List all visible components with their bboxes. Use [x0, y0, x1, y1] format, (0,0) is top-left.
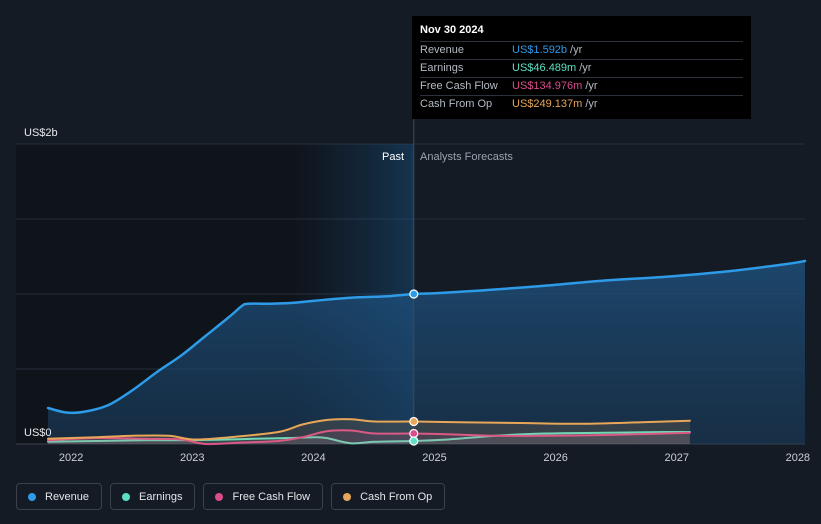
legend-label: Earnings	[139, 490, 183, 503]
free-cash-flow-line	[47, 429, 691, 446]
x-tick-label: 2023	[180, 452, 204, 464]
legend-item-revenue[interactable]: Revenue	[16, 483, 103, 510]
tooltip-row-earnings: Earnings US$46.489m /yr	[420, 59, 743, 77]
tooltip-row-label: Cash From Op	[420, 98, 493, 110]
tooltip-row-label: Revenue	[420, 44, 465, 56]
free-cash-flow-area	[48, 430, 690, 445]
tooltip-row-label: Earnings	[420, 62, 464, 74]
tooltip-row-value: US$134.976m	[512, 80, 583, 92]
legend-label: Free Cash Flow	[232, 490, 311, 503]
series-layer	[46, 259, 807, 446]
past-label: Past	[382, 151, 404, 163]
chart-legend: Revenue Earnings Free Cash Flow Cash Fro…	[16, 483, 446, 510]
revenue-area	[48, 261, 805, 444]
tooltip-row-label: Free Cash Flow	[420, 80, 498, 92]
tooltip-row-value: US$46.489m	[512, 62, 577, 74]
cash-from-op-area	[48, 419, 690, 444]
cash-from-op-marker	[409, 416, 419, 427]
tooltip-row-cash-from-op: Cash From Op US$249.137m /yr	[420, 95, 743, 113]
tooltip-row-value: US$1.592b	[512, 44, 568, 56]
revenue-marker	[409, 289, 419, 299]
y-axis-bottom-label: US$0	[24, 427, 52, 439]
y-axis-top-label: US$2b	[24, 127, 58, 139]
tooltip-row-free-cash-flow: Free Cash Flow US$134.976m /yr	[420, 77, 743, 95]
tooltip-row-revenue: Revenue US$1.592b /yr	[420, 41, 743, 59]
legend-item-free-cash-flow[interactable]: Free Cash Flow	[203, 483, 324, 510]
free-cash-flow-marker	[409, 428, 419, 439]
tooltip-row-unit: /yr	[585, 80, 598, 92]
legend-dot-icon	[28, 492, 36, 501]
x-axis-ticks: 2022 2023 2024 2025 2026 2027 2028	[59, 452, 810, 464]
legend-item-earnings[interactable]: Earnings	[110, 483, 196, 510]
legend-item-cash-from-op[interactable]: Cash From Op	[331, 483, 446, 510]
tooltip-row-unit: /yr	[579, 62, 592, 74]
earnings-marker	[409, 436, 419, 446]
forecast-label: Analysts Forecasts	[420, 151, 513, 163]
cash-from-op-line	[47, 418, 691, 441]
x-tick-label: 2028	[786, 452, 810, 464]
legend-dot-icon	[215, 492, 224, 501]
x-tick-label: 2025	[422, 452, 446, 464]
x-tick-label: 2027	[664, 452, 688, 464]
revenue-line	[46, 259, 807, 415]
x-tick-label: 2022	[59, 452, 83, 464]
data-tooltip: Nov 30 2024 Revenue US$1.592b /yr Earnin…	[412, 16, 751, 119]
legend-label: Cash From Op	[360, 490, 433, 503]
tooltip-date: Nov 30 2024	[420, 24, 484, 36]
tooltip-row-unit: /yr	[585, 98, 598, 110]
x-tick-label: 2026	[543, 452, 567, 464]
tooltip-row-unit: /yr	[570, 44, 583, 56]
marker-layer	[409, 289, 419, 446]
x-tick-label: 2024	[301, 452, 325, 464]
legend-dot-icon	[343, 492, 352, 501]
legend-dot-icon	[122, 492, 131, 501]
tooltip-row-value: US$249.137m	[512, 98, 583, 110]
legend-label: Revenue	[45, 490, 90, 503]
